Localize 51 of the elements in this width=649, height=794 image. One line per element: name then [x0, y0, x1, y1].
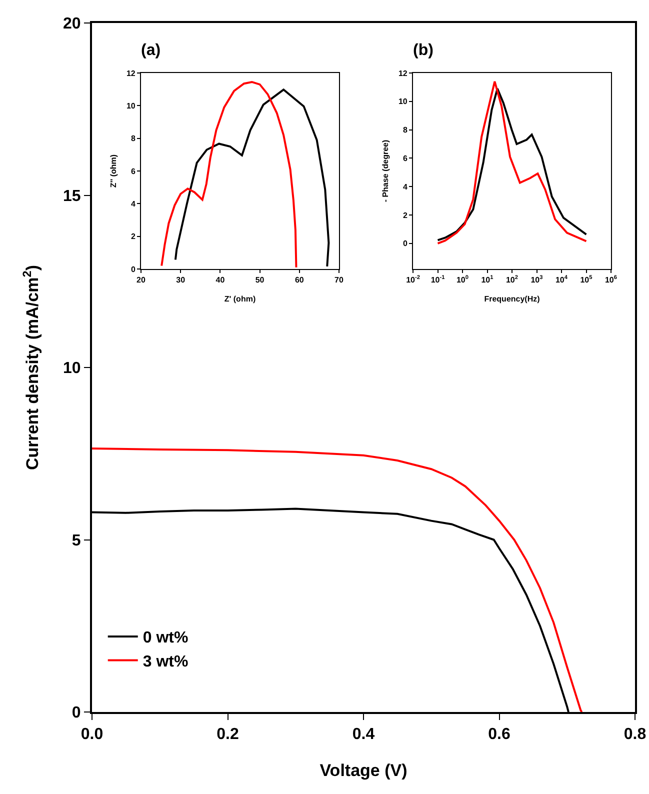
x-tick-label: 10$^{0}$	[456, 275, 469, 285]
x-tick-label: 10$^{1}$	[481, 275, 494, 285]
y-tick-label: 6	[402, 154, 408, 164]
x-tick-label: 0.0	[80, 726, 104, 744]
y-tick-label: 0	[72, 704, 81, 722]
y-axis-title: - Phase (degree)	[381, 140, 390, 202]
x-axis-title: Frequency(Hz)	[484, 294, 540, 304]
x-tick-label: 10$^{-2}$	[406, 275, 420, 285]
line-series	[174, 88, 330, 268]
y-tick-label: 15	[63, 188, 81, 205]
y-tick-label: 4	[402, 182, 408, 192]
y-tick-label: 10	[126, 101, 136, 110]
y-axis-title: Z'' (ohm)	[109, 154, 118, 188]
legend-label: 0 wt%	[142, 630, 188, 647]
y-tick-label: 8	[130, 134, 136, 144]
line-series	[160, 80, 298, 268]
x-tick-label: 0.4	[352, 726, 375, 744]
y-tick-label: 20	[63, 16, 81, 33]
y-tick-label: 10	[398, 97, 408, 106]
x-tick-label: 50	[255, 276, 265, 285]
x-axis-title: Z' (ohm)	[224, 294, 256, 304]
x-tick-label: 0.8	[624, 726, 646, 744]
x-axis-title: Voltage (V)	[320, 761, 408, 780]
x-tick-label: 0.6	[488, 726, 510, 744]
y-tick-label: 10	[63, 360, 81, 378]
x-tick-label: 10$^{4}$	[555, 275, 568, 285]
y-tick-label: 2	[130, 232, 136, 242]
x-tick-label: 20	[136, 276, 146, 285]
line-series	[92, 447, 583, 712]
y-tick-label: 2	[402, 210, 408, 220]
x-tick-label: 10$^{-1}$	[430, 275, 445, 285]
chart-title: (a)	[141, 42, 161, 60]
x-tick-label: 10$^{5}$	[580, 275, 592, 285]
x-tick-label: 0.2	[216, 726, 239, 744]
legend-label: 3 wt%	[142, 653, 188, 670]
y-tick-label: 0	[402, 239, 408, 248]
y-tick-label: 8	[402, 126, 408, 135]
x-tick-label: 30	[176, 276, 186, 285]
chart-title: (b)	[413, 42, 434, 60]
y-tick-label: 0	[130, 264, 136, 274]
x-tick-label: 60	[294, 276, 304, 285]
y-tick-label: 5	[72, 532, 81, 550]
x-tick-label: 10$^{6}$	[604, 275, 618, 285]
x-tick-label: 10$^{3}$	[530, 275, 543, 285]
y-tick-label: 12	[126, 68, 136, 78]
y-tick-label: 6	[130, 166, 136, 176]
y-tick-label: 12	[398, 68, 408, 78]
x-tick-label: 70	[334, 276, 344, 285]
y-tick-label: 4	[130, 199, 136, 208]
x-tick-label: 40	[216, 276, 226, 285]
x-tick-label: 10$^{2}$	[506, 275, 518, 285]
